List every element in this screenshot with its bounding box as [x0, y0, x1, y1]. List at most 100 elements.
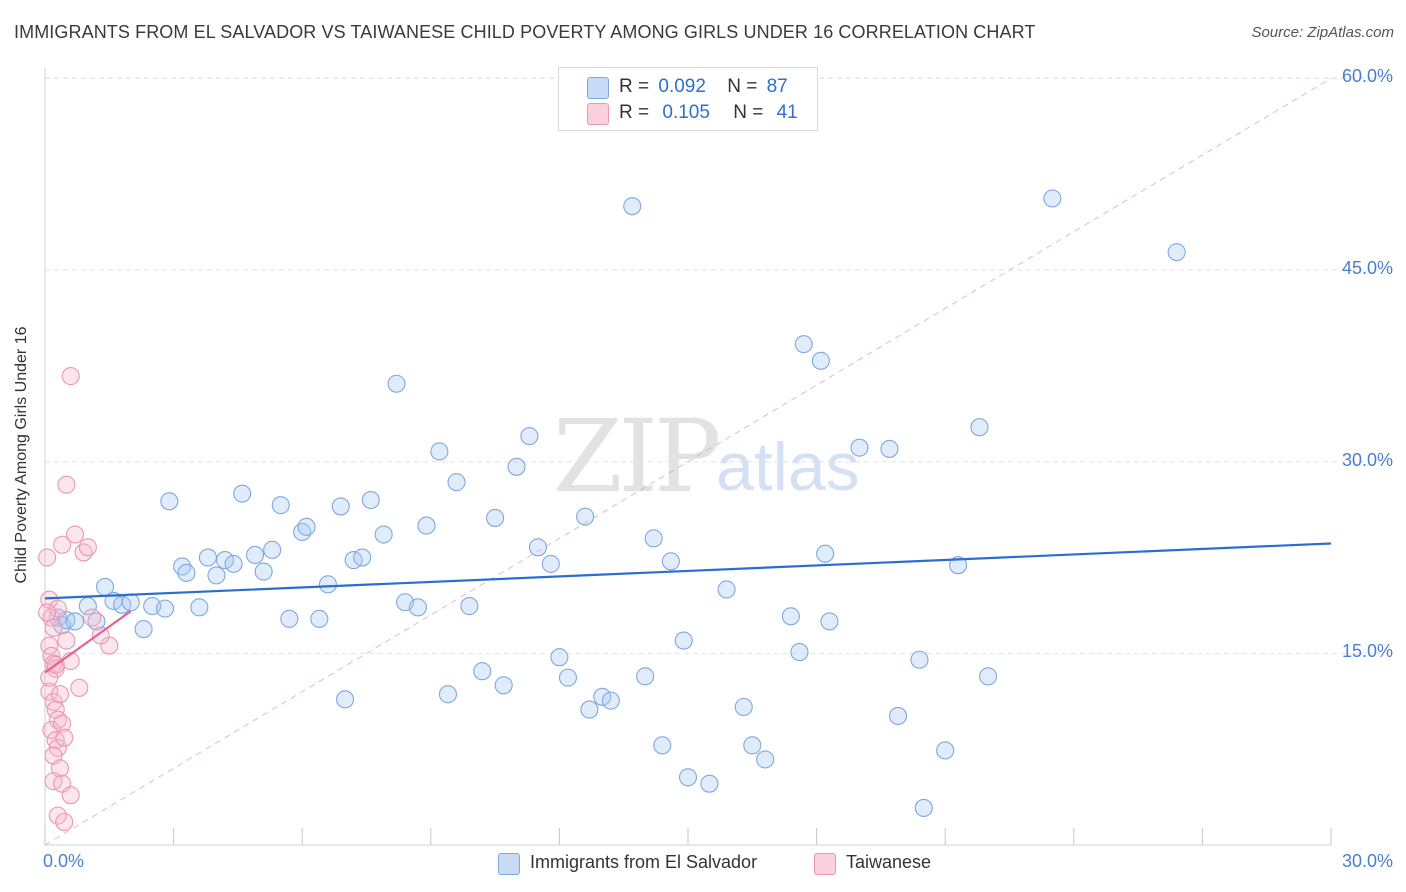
- el-salvador-point: [734, 697, 753, 717]
- taiwanese-point: [61, 367, 80, 386]
- trend-lines: [44, 542, 1332, 674]
- el-salvador-point: [134, 620, 153, 639]
- el-salvador-point: [888, 706, 908, 726]
- el-salvador-point: [850, 438, 869, 457]
- el-salvador-point: [361, 490, 380, 510]
- el-salvador-point: [207, 566, 226, 585]
- taiwanese-point: [40, 682, 59, 701]
- el-salvador-point: [816, 544, 835, 563]
- taiwanese-point: [53, 714, 72, 733]
- el-salvador-point: [447, 473, 466, 492]
- taiwanese-point: [38, 603, 57, 622]
- el-salvador-point: [280, 609, 299, 628]
- el-salvador-point: [254, 562, 273, 581]
- el-salvador-point: [558, 668, 578, 687]
- el-salvador-point: [781, 607, 800, 626]
- legend-n-value: 87: [766, 76, 788, 97]
- el-salvador-point: [336, 690, 355, 709]
- el-salvador-point: [155, 599, 175, 618]
- el-salvador-point: [936, 741, 955, 760]
- el-salvador-point: [318, 575, 337, 594]
- legend-swatch-blue: [587, 77, 609, 99]
- el-salvador-point: [353, 548, 372, 567]
- taiwanese-point: [91, 626, 110, 645]
- el-salvador-point: [271, 496, 290, 515]
- el-salvador-point: [811, 351, 830, 370]
- taiwanese-point: [53, 535, 72, 554]
- taiwanese-point: [61, 786, 80, 805]
- el-salvador-point: [580, 700, 599, 719]
- legend-r-label: R =: [619, 102, 650, 123]
- el-salvador-point: [653, 736, 672, 755]
- y-tick-label: 15.0%: [1341, 641, 1393, 662]
- chart-title: IMMIGRANTS FROM EL SALVADOR VS TAIWANESE…: [14, 22, 1036, 42]
- el-salvador-trend-line: [44, 542, 1332, 600]
- el-salvador-point: [331, 497, 350, 516]
- x-tick-label-max: 30.0%: [1341, 851, 1393, 871]
- el-salvador-point: [408, 598, 427, 617]
- taiwanese-point: [57, 475, 76, 494]
- el-salvador-point: [121, 593, 140, 612]
- el-salvador-point: [507, 457, 526, 476]
- el-salvador-point: [215, 551, 235, 570]
- el-salvador-point: [374, 525, 393, 544]
- el-salvador-point: [541, 554, 560, 573]
- watermark-zip: ZIP: [553, 398, 721, 515]
- el-salvador-point: [297, 517, 316, 536]
- taiwanese-point: [70, 678, 89, 697]
- el-salvador-point: [160, 492, 179, 511]
- diagonal-line: [44, 77, 1332, 846]
- legend-r-label: R =: [619, 76, 650, 97]
- y-tick-label: 45.0%: [1341, 258, 1393, 279]
- watermark-atlas: atlas: [716, 429, 860, 505]
- el-salvador-point: [914, 798, 933, 817]
- el-salvador-points: [48, 189, 1186, 817]
- el-salvador-point: [979, 667, 998, 686]
- el-salvador-point: [417, 516, 436, 535]
- el-salvador-point: [1167, 243, 1186, 262]
- el-salvador-point: [460, 597, 479, 616]
- correlation-legend: R = 0.092 N = 87 R = 0.105 N = 41: [558, 67, 818, 131]
- taiwanese-points: [38, 367, 119, 832]
- legend-r-value: 0.092: [658, 76, 706, 97]
- taiwanese-point: [48, 806, 67, 825]
- taiwanese-point: [55, 812, 74, 832]
- el-salvador-point: [949, 556, 968, 575]
- grid-lines: [45, 77, 1394, 654]
- el-salvador-point: [473, 662, 492, 681]
- el-salvador-point: [756, 750, 775, 769]
- el-salvador-point: [430, 442, 449, 461]
- el-salvador-point: [486, 508, 505, 527]
- y-tick-label: 30.0%: [1341, 449, 1393, 470]
- el-salvador-point: [700, 774, 719, 793]
- taiwanese-point: [44, 692, 63, 711]
- el-salvador-point: [593, 687, 612, 706]
- el-salvador-point: [528, 538, 548, 557]
- el-salvador-point: [550, 648, 569, 667]
- el-salvador-point: [743, 736, 762, 755]
- taiwanese-point: [78, 538, 97, 557]
- el-salvador-point: [636, 667, 655, 686]
- legend-label: Taiwanese: [846, 852, 932, 872]
- el-salvador-point: [717, 580, 736, 599]
- legend-n-label: N =: [727, 76, 758, 97]
- el-salvador-point: [387, 374, 406, 393]
- taiwanese-point: [44, 618, 63, 637]
- taiwanese-point: [50, 685, 70, 704]
- el-salvador-point: [177, 563, 196, 582]
- el-salvador-point: [820, 612, 839, 631]
- y-axis-label: Child Poverty Among Girls Under 16: [13, 326, 30, 584]
- el-salvador-point: [790, 643, 809, 662]
- el-salvador-point: [245, 545, 265, 565]
- source-label: Source: ZipAtlas.com: [1251, 24, 1394, 41]
- el-salvador-point: [661, 552, 680, 571]
- el-salvador-point: [438, 685, 457, 704]
- taiwanese-point: [46, 659, 65, 678]
- taiwanese-point: [48, 599, 67, 618]
- legend-n-label: N =: [733, 102, 764, 123]
- el-salvador-point: [601, 691, 620, 710]
- el-salvador-point: [623, 197, 642, 216]
- axes: [44, 68, 1332, 846]
- el-salvador-point: [233, 484, 252, 503]
